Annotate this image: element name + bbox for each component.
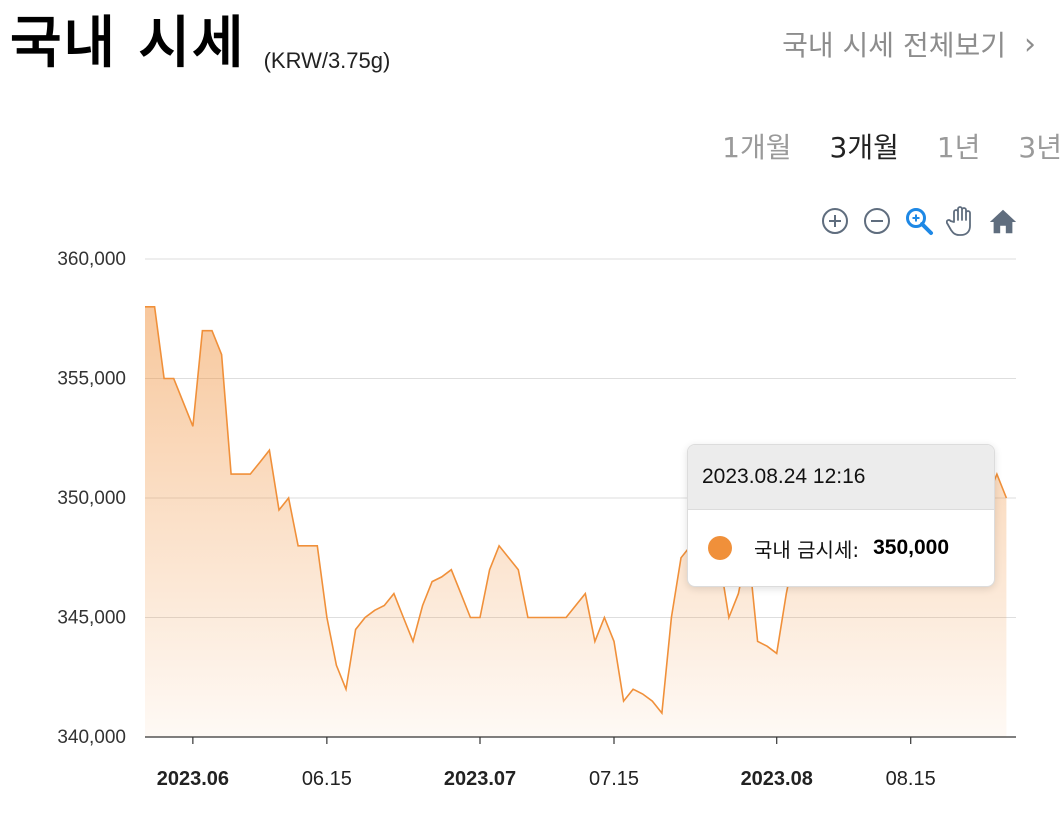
view-all-label: 국내 시세 전체보기 bbox=[782, 29, 1006, 62]
tab-3years[interactable]: 3년 bbox=[1018, 131, 1062, 164]
price-area bbox=[145, 306, 1007, 737]
tooltip-series-name: 국내 금시세: bbox=[754, 537, 860, 562]
page-title: 국내 시세 bbox=[10, 11, 246, 76]
chart-tooltip: 2023.08.24 12:16 국내 금시세: 350,000 bbox=[687, 444, 995, 587]
tab-1year[interactable]: 1년 bbox=[936, 131, 981, 164]
chart-toolbar bbox=[808, 206, 1018, 236]
x-tick-label: 2023.06 bbox=[157, 768, 229, 790]
chevron-right-icon: › bbox=[1024, 26, 1036, 62]
reset-home-icon[interactable] bbox=[988, 206, 1018, 236]
x-tick-label: 2023.07 bbox=[444, 768, 516, 790]
y-tick-label: 340,000 bbox=[57, 727, 126, 748]
page-header: 국내 시세 (KRW/3.75g) bbox=[10, 8, 390, 80]
pan-hand-icon[interactable] bbox=[946, 206, 976, 236]
tab-1month[interactable]: 1개월 bbox=[722, 131, 792, 164]
x-tick-label: 08.15 bbox=[886, 768, 936, 790]
zoom-out-icon[interactable] bbox=[862, 206, 892, 236]
zoom-in-icon[interactable] bbox=[820, 206, 850, 236]
period-tabs: 1개월 3개월 1년 3년 bbox=[684, 126, 1062, 166]
y-tick-label: 350,000 bbox=[57, 488, 126, 509]
tab-3months[interactable]: 3개월 bbox=[829, 131, 899, 164]
x-tick-label: 07.15 bbox=[589, 768, 639, 790]
x-tick-label: 06.15 bbox=[302, 768, 352, 790]
tooltip-value: 350,000 bbox=[873, 536, 950, 559]
x-tick-label: 2023.08 bbox=[741, 768, 813, 790]
series-marker bbox=[708, 536, 732, 560]
y-tick-label: 360,000 bbox=[57, 249, 126, 270]
selection-zoom-icon[interactable] bbox=[904, 206, 934, 236]
unit-label: (KRW/3.75g) bbox=[263, 48, 391, 73]
y-tick-label: 345,000 bbox=[57, 608, 126, 629]
y-tick-label: 355,000 bbox=[57, 369, 126, 390]
view-all-link[interactable]: 국내 시세 전체보기 › bbox=[782, 24, 1036, 64]
tooltip-body: 국내 금시세: 350,000 bbox=[688, 510, 994, 586]
tooltip-date: 2023.08.24 12:16 bbox=[688, 445, 994, 510]
